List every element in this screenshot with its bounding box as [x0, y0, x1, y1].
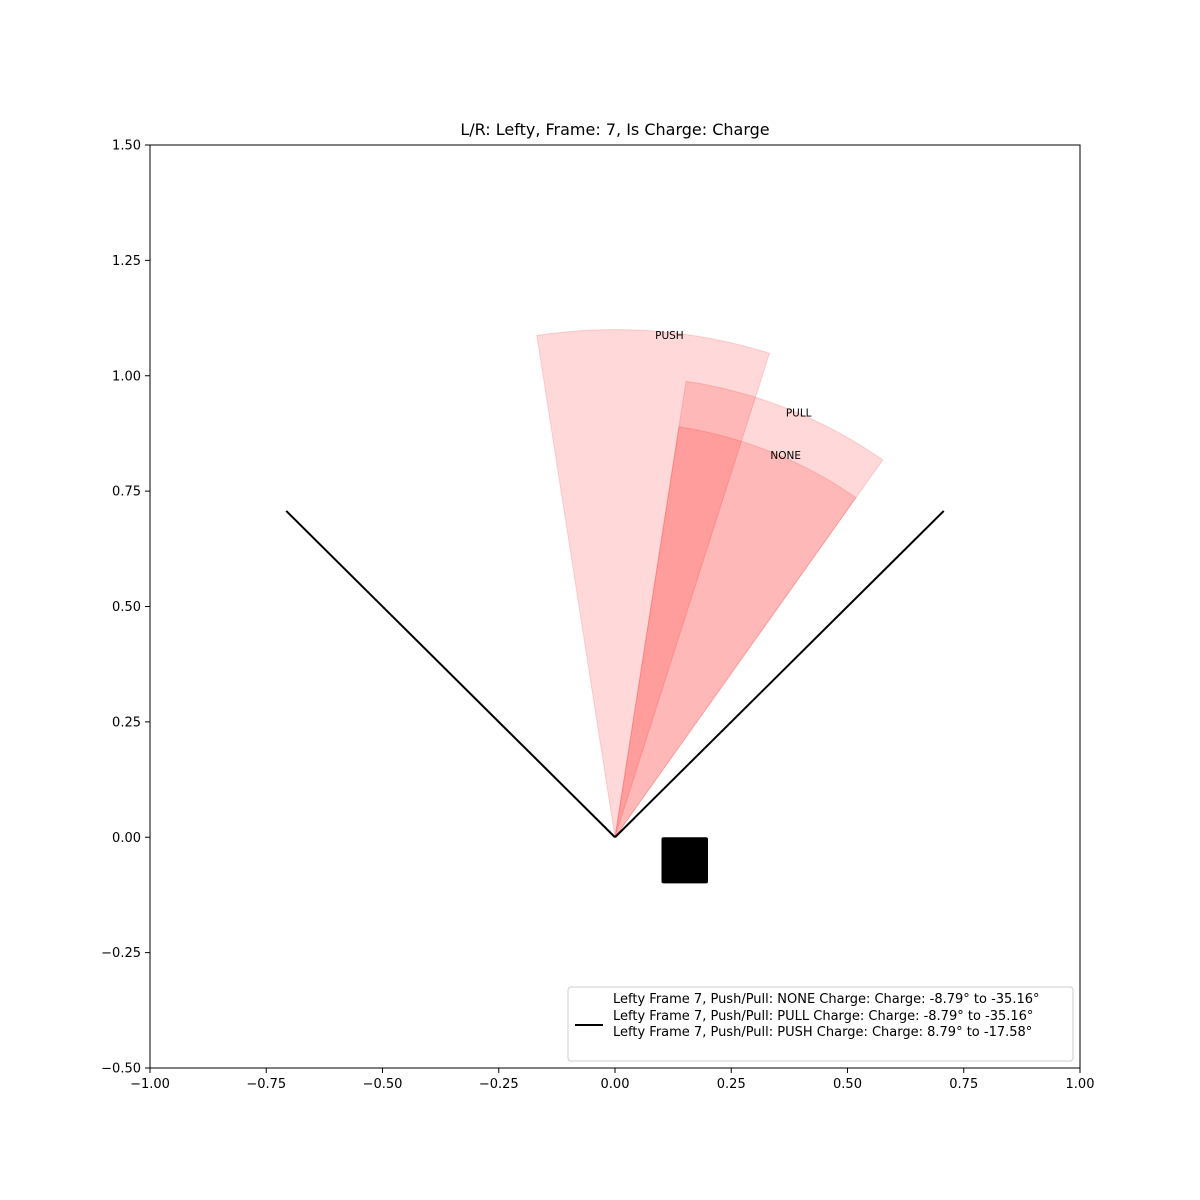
y-axis: −0.50 −0.25 0.00 0.25 0.50 0.75 1.00 1.25 1.50: [101, 139, 150, 1077]
x-tick-label: −0.25: [479, 1077, 519, 1092]
y-tick-label: 1.50: [112, 139, 141, 154]
x-tick-label: 0.00: [601, 1077, 630, 1092]
x-tick-label: −0.50: [363, 1077, 403, 1092]
x-tick-label: 0.25: [717, 1077, 746, 1092]
legend: Lefty Frame 7, Push/Pull: NONE Charge: C…: [567, 986, 1074, 1062]
wedge-none: [614, 426, 857, 838]
legend-entry-push: Lefty Frame 7, Push/Pull: PUSH Charge: C…: [613, 1025, 1032, 1040]
wedge-push: [536, 329, 771, 838]
wedge-pull: [614, 380, 884, 838]
field-line-layer: [285, 510, 945, 884]
legend-entry-none: Lefty Frame 7, Push/Pull: NONE Charge: C…: [613, 992, 1040, 1007]
y-tick-label: 1.25: [112, 254, 141, 269]
x-tick-label: 1.00: [1066, 1077, 1095, 1092]
chart-title: L/R: Lefty, Frame: 7, Is Charge: Charge: [460, 120, 769, 139]
home-plate-marker: [661, 837, 708, 884]
wedge-label-push: PUSH: [655, 330, 684, 342]
foul-line-left: [285, 510, 616, 838]
x-tick-label: 0.50: [833, 1077, 862, 1092]
foul-line-right: [614, 510, 945, 838]
y-tick-label: 1.00: [112, 369, 141, 384]
x-tick-label: −1.00: [130, 1077, 170, 1092]
x-axis: −1.00 −0.75 −0.50 −0.25 0.00 0.25 0.50 0.75 1.00: [130, 1068, 1094, 1092]
wedge-label-pull: PULL: [786, 407, 812, 419]
y-tick-label: 0.25: [112, 715, 141, 730]
y-tick-label: 0.00: [112, 831, 141, 846]
y-tick-label: −0.50: [101, 1062, 141, 1077]
legend-box: [567, 986, 1074, 1062]
y-tick-label: 0.75: [112, 485, 141, 500]
wedge-label-layer: NONE PULL PUSH: [655, 330, 812, 462]
y-tick-label: 0.50: [112, 600, 141, 615]
wedge-label-none: NONE: [770, 450, 801, 462]
y-tick-label: −0.25: [101, 946, 141, 961]
legend-entry-pull: Lefty Frame 7, Push/Pull: PULL Charge: C…: [613, 1009, 1033, 1024]
x-tick-label: −0.75: [246, 1077, 286, 1092]
x-tick-label: 0.75: [949, 1077, 978, 1092]
wedge-layer: [536, 329, 884, 838]
